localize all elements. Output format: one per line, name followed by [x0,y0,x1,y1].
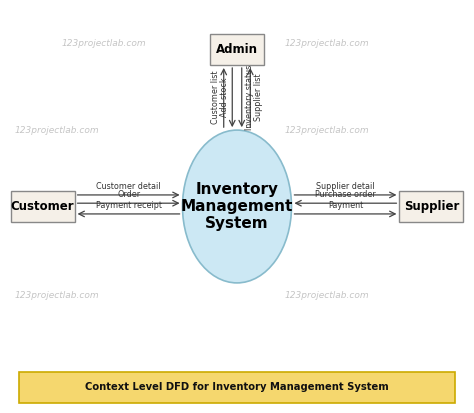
Text: Supplier detail: Supplier detail [316,182,374,191]
Text: 123projectlab.com: 123projectlab.com [14,126,99,135]
Text: Add stock: Add stock [220,78,229,117]
Text: Inventory
Management
System: Inventory Management System [181,182,293,231]
Text: Payment receipt: Payment receipt [96,201,162,210]
Text: Order: Order [117,190,140,199]
Text: Context Level DFD for Inventory Management System: Context Level DFD for Inventory Manageme… [85,382,389,392]
Text: Customer: Customer [11,200,74,213]
Text: 123projectlab.com: 123projectlab.com [284,39,369,48]
Text: Purchase order: Purchase order [315,190,376,199]
FancyBboxPatch shape [399,191,464,222]
Ellipse shape [182,130,292,283]
Text: Inventory status: Inventory status [245,65,254,130]
Text: Payment: Payment [328,201,363,210]
Text: Supplier: Supplier [404,200,459,213]
Text: 123projectlab.com: 123projectlab.com [62,39,146,48]
Text: Customer list: Customer list [211,71,220,124]
Text: Supplier list: Supplier list [254,74,263,121]
Text: 123projectlab.com: 123projectlab.com [284,291,369,300]
Text: 123projectlab.com: 123projectlab.com [14,291,99,300]
Text: Admin: Admin [216,43,258,56]
Text: Customer detail: Customer detail [96,182,161,191]
Text: 123projectlab.com: 123projectlab.com [284,126,369,135]
FancyBboxPatch shape [19,372,455,403]
FancyBboxPatch shape [10,191,75,222]
FancyBboxPatch shape [210,34,264,65]
